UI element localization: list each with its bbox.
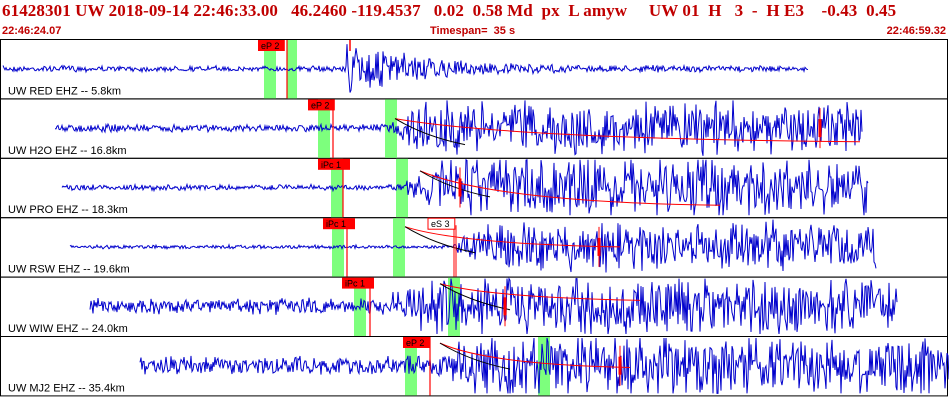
phase-pick-label: eP 2 bbox=[406, 338, 424, 348]
amplitude-envelope-curve bbox=[394, 118, 466, 146]
phase-pick-label: iPc 1 bbox=[326, 219, 346, 229]
s-pick-label: eS 3 bbox=[431, 219, 450, 229]
window-end-time: 22:46:59.32 bbox=[886, 25, 946, 37]
coda-fit-curve bbox=[419, 170, 721, 206]
waveform-trace bbox=[69, 219, 877, 273]
waveform-trace bbox=[2, 44, 809, 93]
phase-pick-label-box[interactable] bbox=[318, 158, 350, 170]
coda-window-marker bbox=[264, 40, 276, 99]
waveform-trace bbox=[61, 158, 869, 216]
phase-pick-label-box[interactable] bbox=[308, 99, 335, 111]
waveform-trace bbox=[139, 337, 949, 394]
trace-frame[interactable] bbox=[0, 336, 948, 397]
phase-pick-label: eP 2 bbox=[261, 41, 279, 51]
phase-pick-label-box[interactable] bbox=[342, 277, 374, 289]
phase-pick-label: iPc 1 bbox=[345, 279, 365, 289]
amplitude-envelope-curve bbox=[419, 170, 491, 198]
station-label: UW PRO EHZ -- 18.3km bbox=[8, 204, 128, 216]
phase-pick-label-box[interactable] bbox=[323, 218, 355, 230]
amplitude-envelope-curve bbox=[439, 283, 511, 311]
window-start-time: 22:46:24.07 bbox=[2, 25, 62, 37]
event-summary-title: 61428301 UW 2018-09-14 22:46:33.00 46.24… bbox=[2, 1, 897, 20]
coda-fit-curve bbox=[439, 342, 631, 368]
plot-header: 61428301 UW 2018-09-14 22:46:33.00 46.24… bbox=[0, 0, 949, 40]
waveform-trace bbox=[54, 100, 863, 156]
station-label: UW H2O EHZ -- 16.8km bbox=[8, 145, 127, 157]
amplitude-envelope-curve bbox=[439, 342, 511, 370]
s-pick-label-box[interactable] bbox=[427, 217, 456, 230]
seismogram-panel[interactable]: eP 2 eP 2 iPc 1 iPc 1 eS 3 iPc 1 eP 2 UW RED E… bbox=[0, 39, 949, 400]
station-label: UW WIW EHZ -- 24.0km bbox=[8, 323, 128, 335]
waveform-trace bbox=[89, 276, 898, 335]
amplitude-envelope-curve bbox=[404, 226, 476, 254]
station-label: UW RSW EHZ -- 19.6km bbox=[8, 264, 130, 276]
coda-fit-curve bbox=[404, 226, 621, 248]
station-label: UW MJ2 EHZ -- 35.4km bbox=[8, 382, 125, 394]
timespan-label: Timespan= 35 s bbox=[430, 25, 516, 37]
station-label: UW RED EHZ -- 5.8km bbox=[8, 85, 121, 97]
coda-window-marker bbox=[393, 218, 405, 277]
phase-pick-label-box[interactable] bbox=[403, 337, 430, 348]
phase-pick-label-box[interactable] bbox=[258, 40, 285, 51]
coda-fit-curve bbox=[394, 118, 861, 143]
phase-pick-label: iPc 1 bbox=[321, 160, 341, 170]
coda-fit-curve bbox=[439, 283, 641, 301]
phase-pick-label: eP 2 bbox=[311, 100, 329, 110]
